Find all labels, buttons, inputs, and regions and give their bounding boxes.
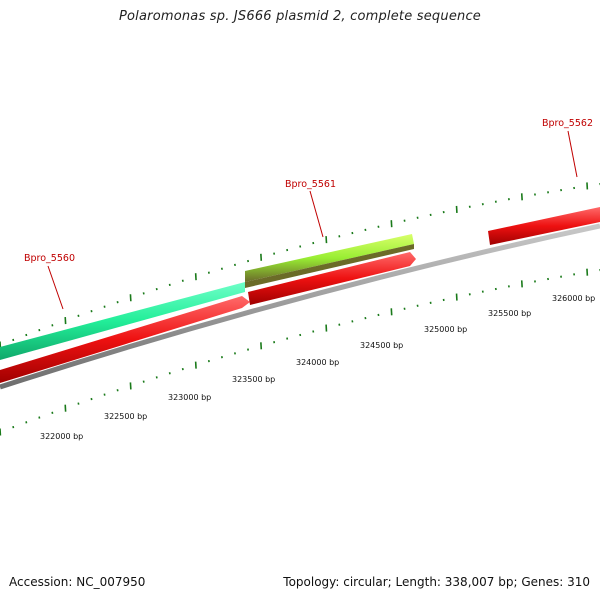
inner-tick-ring [0, 268, 600, 436]
outer-tick-ring [0, 182, 600, 349]
position-label: 326000 bp [552, 294, 595, 303]
gene-label-bpro-5561: Bpro_5561 [285, 179, 336, 190]
position-label: 322000 bp [40, 432, 83, 441]
leader-bpro-5561 [309, 190, 324, 238]
position-label: 323500 bp [232, 375, 275, 384]
gene-bpro-5561-shadow [245, 244, 414, 288]
summary-text: Topology: circular; Length: 338,007 bp; … [283, 575, 590, 589]
position-label: 324500 bp [360, 341, 403, 350]
cds-red-middle[interactable] [248, 252, 416, 305]
backbone-line [0, 223, 600, 390]
position-label: 325500 bp [488, 309, 531, 318]
accession-text: Accession: NC_007950 [9, 575, 146, 589]
gene-label-bpro-5562: Bpro_5562 [542, 118, 593, 129]
position-label: 324000 bp [296, 358, 339, 367]
map-title: Polaromonas sp. JS666 plasmid 2, complet… [118, 9, 481, 24]
gene-bpro-5560-bar[interactable] [0, 282, 245, 360]
cds-red-left[interactable] [0, 296, 250, 383]
gene-bpro-5561-bar[interactable] [245, 234, 414, 282]
leader-bpro-5560 [47, 265, 64, 310]
leader-bpro-5562 [567, 130, 578, 178]
position-label: 325000 bp [424, 325, 467, 334]
gene-label-bpro-5560: Bpro_5560 [24, 253, 75, 264]
cds-bpro-5562[interactable] [488, 207, 600, 245]
position-label: 323000 bp [168, 393, 211, 402]
position-label: 322500 bp [104, 412, 147, 421]
